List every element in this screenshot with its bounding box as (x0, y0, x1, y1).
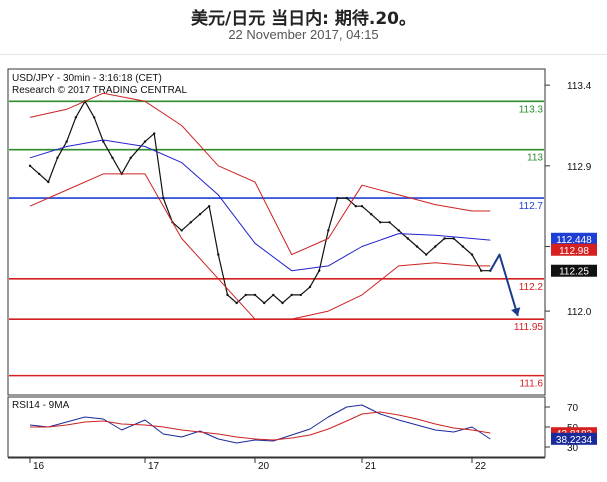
price-point-40 (397, 229, 400, 232)
price-point-21 (226, 293, 229, 297)
price-point-7 (93, 116, 96, 119)
time-tick-label-1: 17 (148, 461, 160, 472)
price-panel-frame (7, 68, 546, 396)
price-point-17 (189, 221, 192, 224)
chart-copyright: Research © 2017 TRADING CENTRAL (12, 85, 187, 96)
rsi-axis: 70503043.818338.2234 (545, 403, 597, 454)
rsi-panel-frame (7, 396, 546, 458)
price-point-30 (308, 285, 312, 289)
level-label-4: 111.95 (514, 322, 544, 333)
page-title: 美元/日元 当日内: 期待.20。 (191, 9, 416, 29)
price-point-9 (111, 156, 114, 159)
price-point-41 (406, 237, 409, 240)
price-point-24 (253, 293, 257, 297)
price-point-4 (65, 140, 68, 143)
price-point-37 (370, 213, 373, 216)
price-tick-label-0: 113.4 (567, 81, 592, 92)
price-point-19 (208, 205, 211, 208)
price-point-28 (290, 293, 293, 297)
level-label-2: 112.7 (519, 201, 544, 212)
price-point-39 (388, 221, 391, 224)
price-series-group (28, 92, 521, 320)
rsi-series-0 (29, 404, 491, 444)
price-point-8 (102, 140, 105, 143)
price-point-44 (434, 245, 437, 248)
price-series-4 (489, 253, 519, 317)
price-point-48 (470, 253, 474, 256)
price-tick-label-1: 112.9 (567, 162, 592, 173)
level-label-5: 111.6 (519, 379, 543, 390)
level-label-1: 113 (527, 153, 543, 164)
forecast-arrow-head (511, 307, 521, 316)
price-panel: USD/JPY - 30min - 3:16:18 (CET) Research… (7, 68, 546, 396)
chart-canvas: USD/JPY - 30min - 3:16:18 (CET) Research… (7, 68, 597, 472)
price-point-45 (443, 237, 446, 240)
price-point-5 (74, 116, 78, 119)
price-tick-label-3: 112.0 (567, 307, 592, 318)
price-point-38 (379, 221, 382, 224)
rsi-tag-1: 38.2234 (556, 435, 593, 446)
price-point-25 (263, 301, 266, 305)
price-point-47 (461, 245, 464, 248)
rsi-series-group (29, 404, 491, 444)
price-point-0 (28, 164, 32, 167)
price-tag-2: 112.25 (559, 267, 589, 278)
price-tag-bg-0 (551, 232, 597, 245)
price-point-16 (180, 229, 183, 232)
price-point-2 (47, 180, 50, 184)
price-point-12 (143, 140, 147, 143)
price-point-1 (38, 172, 41, 176)
price-point-31 (318, 269, 321, 272)
price-point-14 (162, 196, 165, 200)
price-point-11 (129, 156, 132, 159)
rsi-tag-bg-1 (551, 432, 597, 445)
price-point-22 (235, 301, 238, 305)
time-tick-label-0: 16 (33, 461, 45, 472)
price-point-29 (299, 293, 302, 297)
price-point-46 (452, 237, 455, 240)
price-point-32 (327, 229, 330, 232)
time-tick-label-2: 20 (258, 461, 270, 472)
price-series-1 (29, 139, 491, 272)
price-tag-bg-1 (551, 243, 597, 256)
price-point-33 (336, 196, 339, 200)
publish-date: 22 November 2017, 04:15 (228, 27, 379, 42)
page-header: 美元/日元 当日内: 期待.20。 22 November 2017, 04:1… (0, 0, 607, 50)
price-tag-0: 112.448 (556, 235, 592, 246)
rsi-series-1 (30, 411, 491, 441)
price-point-23 (244, 293, 247, 297)
price-point-36 (360, 205, 364, 208)
price-point-34 (345, 196, 348, 200)
chart-title: USD/JPY - 30min - 3:16:18 (CET) (12, 73, 162, 84)
rsi-tick-label-0: 70 (567, 403, 579, 414)
price-point-49 (480, 269, 483, 272)
price-point-3 (56, 156, 59, 159)
time-tick-label-4: 22 (475, 461, 487, 472)
time-axis: 16 17 20 21 22 (8, 457, 545, 472)
rsi-panel: RSI14 - 9MA (7, 396, 546, 458)
header-separator (0, 54, 607, 55)
price-point-27 (281, 301, 284, 305)
level-label-0: 113.3 (519, 104, 544, 115)
price-point-42 (415, 245, 419, 248)
price-point-35 (354, 205, 357, 208)
price-point-18 (198, 213, 202, 216)
price-point-43 (425, 253, 428, 256)
price-tag-1: 112.98 (559, 246, 589, 257)
price-series-3 (29, 173, 491, 320)
rsi-title: RSI14 - 9MA (12, 400, 70, 411)
level-label-3: 112.2 (519, 282, 544, 293)
price-point-13 (153, 132, 156, 135)
price-point-20 (217, 253, 220, 256)
price-point-26 (272, 293, 275, 297)
price-series-2 (29, 92, 491, 256)
rsi-tick-label-2: 30 (567, 443, 579, 454)
price-tag-bg-2 (551, 264, 597, 277)
time-tick-label-3: 21 (365, 461, 377, 472)
